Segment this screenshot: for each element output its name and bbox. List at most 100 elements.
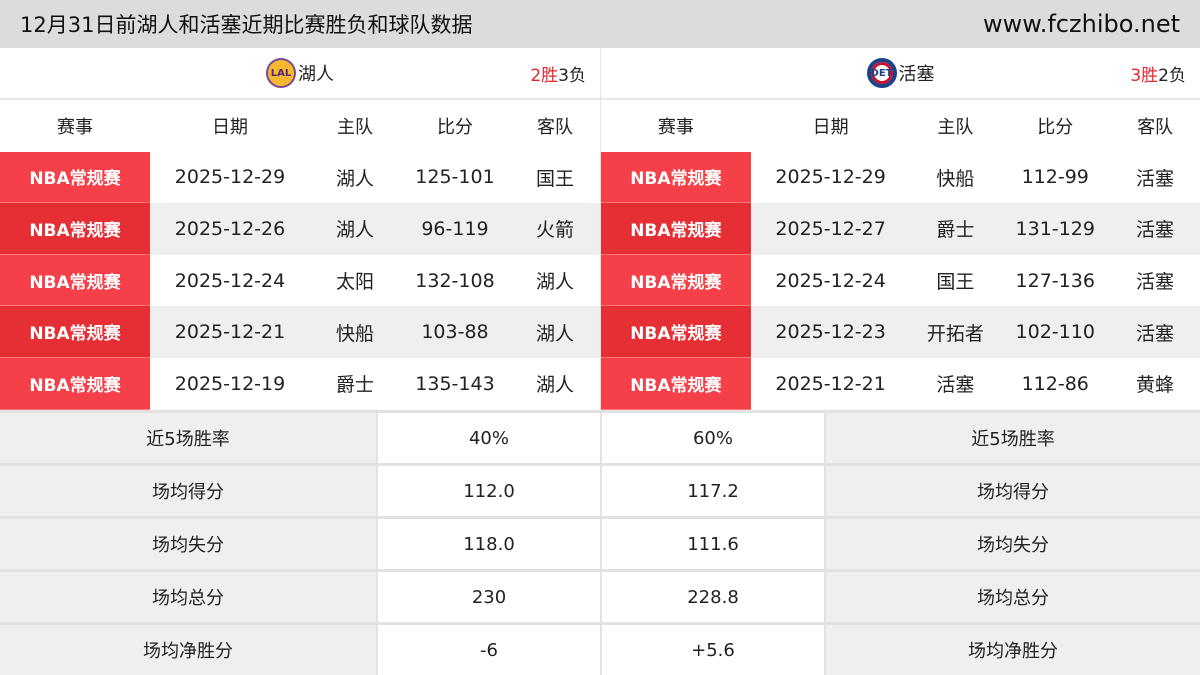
losses: 3负 xyxy=(558,65,586,86)
losses: 2负 xyxy=(1158,65,1186,86)
score-cell: 112-86 xyxy=(1021,372,1089,395)
event-cell: NBA常规赛 xyxy=(0,254,150,307)
date-cell: 2025-12-21 xyxy=(174,321,286,344)
stat-row: 场均得分 112.0 117.2 场均得分 xyxy=(0,463,1200,516)
team-record: 2胜3负 xyxy=(530,61,586,86)
team-name[interactable]: 活塞 xyxy=(898,64,935,85)
away-team-cell: 活塞 xyxy=(1136,219,1175,242)
event-cell: NBA常规赛 xyxy=(0,357,150,410)
away-team-cell: 活塞 xyxy=(1136,322,1175,345)
date-cell: 2025-12-26 xyxy=(174,217,286,240)
pistons-stat-value: +5.6 xyxy=(600,625,824,675)
home-team-cell: 爵士 xyxy=(936,219,975,242)
home-team-cell: 快船 xyxy=(335,322,374,345)
away-team-cell: 火箭 xyxy=(535,219,574,242)
team-logo-icon: DET xyxy=(866,58,897,88)
score-cell: 102-110 xyxy=(1015,321,1095,344)
stat-label: 场均净胜分 xyxy=(0,625,376,675)
away-team-cell: 国王 xyxy=(535,167,574,190)
site-url[interactable]: www.fczhibo.net xyxy=(983,10,1180,38)
home-team-cell: 爵士 xyxy=(335,374,374,397)
title-bar: 12月31日前湖人和活塞近期比赛胜负和球队数据 www.fczhibo.net xyxy=(0,0,1200,48)
event-cell: NBA常规赛 xyxy=(0,151,150,204)
stat-label: 场均失分 xyxy=(0,519,376,569)
home-team-cell: 湖人 xyxy=(335,167,374,190)
column-header: 比分 xyxy=(437,116,473,138)
event-cell: NBA常规赛 xyxy=(601,357,751,410)
table-row: NBA常规赛 2025-12-23 开拓者 102-110 活塞 xyxy=(601,306,1200,358)
event-cell: NBA常规赛 xyxy=(601,151,751,204)
event-cell: NBA常规赛 xyxy=(601,306,751,358)
stat-row: 场均净胜分 -6 +5.6 场均净胜分 xyxy=(0,622,1200,675)
stat-row: 场均总分 230 228.8 场均总分 xyxy=(0,569,1200,622)
column-headers: 赛事 日期 主队 比分 客队 xyxy=(0,100,600,152)
away-team-cell: 黄蜂 xyxy=(1136,374,1175,397)
column-header: 客队 xyxy=(537,116,573,138)
home-team-cell: 国王 xyxy=(936,271,975,294)
score-cell: 135-143 xyxy=(415,372,495,395)
event-cell: NBA常规赛 xyxy=(601,203,751,255)
score-cell: 125-101 xyxy=(415,166,495,189)
home-team-cell: 湖人 xyxy=(335,219,374,242)
home-team-cell: 活塞 xyxy=(936,374,975,397)
table-row: NBA常规赛 2025-12-24 太阳 132-108 湖人 xyxy=(0,254,600,307)
event-cell: NBA常规赛 xyxy=(0,203,150,255)
table-row: NBA常规赛 2025-12-27 爵士 131-129 活塞 xyxy=(601,203,1200,255)
column-header: 主队 xyxy=(937,116,974,138)
column-headers: 赛事 日期 主队 比分 客队 xyxy=(601,100,1200,152)
date-cell: 2025-12-29 xyxy=(174,166,286,189)
stat-label: 场均得分 xyxy=(824,466,1200,516)
away-team-cell: 湖人 xyxy=(535,374,574,397)
stats-table: 近5场胜率 40% 60% 近5场胜率 场均得分 112.0 117.2 场均得… xyxy=(0,410,1200,675)
date-cell: 2025-12-21 xyxy=(775,372,886,395)
stat-label: 场均总分 xyxy=(0,572,376,622)
away-team-cell: 湖人 xyxy=(535,322,574,345)
pistons-stat-value: 60% xyxy=(600,413,824,463)
wins: 3胜 xyxy=(1130,65,1159,86)
score-cell: 132-108 xyxy=(415,269,495,292)
table-row: NBA常规赛 2025-12-26 湖人 96-119 火箭 xyxy=(0,203,600,255)
lakers-stat-value: 112.0 xyxy=(376,466,600,516)
stat-label: 近5场胜率 xyxy=(824,413,1200,463)
lakers-stat-value: 230 xyxy=(376,572,600,622)
date-cell: 2025-12-24 xyxy=(174,269,286,292)
date-cell: 2025-12-29 xyxy=(775,166,886,189)
stat-label: 近5场胜率 xyxy=(0,413,376,463)
column-header: 赛事 xyxy=(57,116,93,138)
away-team-cell: 湖人 xyxy=(535,271,574,294)
stat-label: 场均失分 xyxy=(824,519,1200,569)
stat-row: 场均失分 118.0 111.6 场均失分 xyxy=(0,516,1200,569)
team-record: 3胜2负 xyxy=(1130,61,1186,86)
stat-row: 近5场胜率 40% 60% 近5场胜率 xyxy=(0,410,1200,463)
team-name[interactable]: 湖人 xyxy=(298,64,334,85)
wins: 2胜 xyxy=(530,65,559,86)
stat-label: 场均净胜分 xyxy=(824,625,1200,675)
score-cell: 131-129 xyxy=(1015,217,1095,240)
score-cell: 127-136 xyxy=(1015,269,1095,292)
event-cell: NBA常规赛 xyxy=(601,254,751,307)
table-row: NBA常规赛 2025-12-21 活塞 112-86 黄蜂 xyxy=(601,357,1200,410)
home-team-cell: 快船 xyxy=(936,167,975,190)
pistons-table: DET 活塞 3胜2负 赛事 日期 主队 比分 客队 NBA常规赛 2025-12-29… xyxy=(600,48,1200,410)
date-cell: 2025-12-19 xyxy=(174,372,286,395)
table-row: NBA常规赛 2025-12-21 快船 103-88 湖人 xyxy=(0,306,600,358)
stat-label: 场均总分 xyxy=(824,572,1200,622)
column-header: 比分 xyxy=(1037,116,1074,138)
score-cell: 96-119 xyxy=(421,217,489,240)
lakers-stat-value: -6 xyxy=(376,625,600,675)
table-row: NBA常规赛 2025-12-29 湖人 125-101 国王 xyxy=(0,151,600,204)
date-cell: 2025-12-24 xyxy=(775,269,886,292)
lakers-stat-value: 40% xyxy=(376,413,600,463)
pistons-stat-value: 111.6 xyxy=(600,519,824,569)
page-title: 12月31日前湖人和活塞近期比赛胜负和球队数据 xyxy=(20,13,473,37)
team-header: DET 活塞 3胜2负 xyxy=(601,48,1200,100)
column-header: 日期 xyxy=(812,116,849,138)
stat-label: 场均得分 xyxy=(0,466,376,516)
team-logo-icon: LAL xyxy=(266,58,296,88)
lakers-table: LAL 湖人 2胜3负 赛事 日期 主队 比分 客队 NBA常规赛 2025-12-29… xyxy=(0,48,600,410)
table-row: NBA常规赛 2025-12-19 爵士 135-143 湖人 xyxy=(0,357,600,410)
pistons-stat-value: 117.2 xyxy=(600,466,824,516)
away-team-cell: 活塞 xyxy=(1136,271,1175,294)
column-header: 主队 xyxy=(337,116,373,138)
lakers-stat-value: 118.0 xyxy=(376,519,600,569)
